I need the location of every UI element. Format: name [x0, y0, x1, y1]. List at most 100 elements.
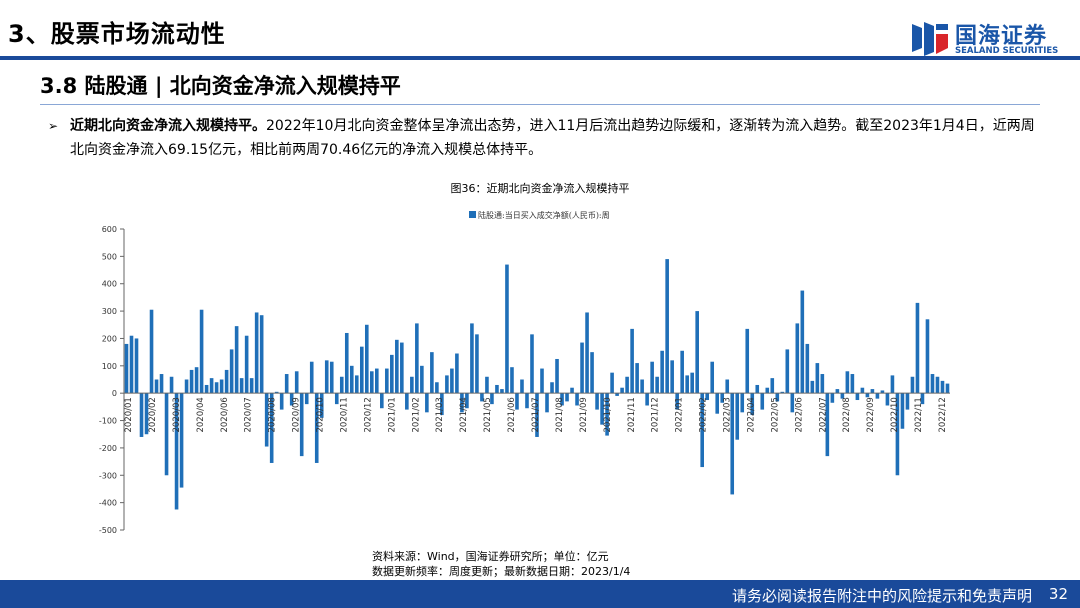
data-bar — [184, 379, 189, 394]
data-bar — [810, 380, 815, 394]
data-bar — [164, 393, 169, 476]
x-tick-label: 2020/03 — [172, 397, 182, 432]
data-bar — [745, 328, 750, 394]
bullet-body-text: 2022年10月北向资金整体呈净流出态势，进入11月后流出趋势边际缓和，逐渐转为… — [70, 118, 1035, 158]
data-bar — [204, 384, 209, 394]
data-bar — [344, 332, 349, 394]
data-bar — [910, 376, 915, 394]
data-bar — [750, 393, 755, 416]
data-bar — [535, 393, 539, 437]
data-bar — [710, 361, 715, 394]
data-bar — [169, 376, 174, 394]
data-bar — [875, 393, 880, 399]
x-tick-label: 2020/04 — [196, 397, 206, 432]
data-bar — [800, 290, 805, 394]
x-tick-label: 2020/11 — [339, 397, 349, 432]
data-bar — [485, 376, 489, 394]
data-bar — [465, 393, 469, 409]
x-tick-label: 2022/11 — [914, 397, 924, 432]
data-bar — [695, 311, 699, 394]
x-tick-label: 2021/08 — [555, 397, 565, 432]
x-tick-label: 2020/07 — [244, 397, 254, 432]
x-tick-label: 2022/03 — [723, 397, 733, 432]
data-bar — [239, 378, 244, 394]
x-tick-label: 2021/12 — [651, 397, 661, 432]
data-bar — [820, 374, 825, 394]
data-bar — [244, 335, 249, 394]
data-bar — [615, 393, 619, 396]
data-bar — [309, 361, 314, 394]
data-bar — [740, 393, 745, 413]
data-bar — [780, 391, 785, 394]
data-bar — [189, 369, 194, 394]
data-bar — [650, 361, 654, 394]
data-bar — [279, 393, 284, 410]
x-tick-label: 2020/08 — [268, 397, 278, 432]
data-bar — [855, 393, 860, 401]
data-bar — [294, 371, 299, 394]
data-bar — [530, 334, 534, 394]
logo-mark-icon — [912, 22, 948, 56]
x-tick-label: 2021/02 — [411, 397, 421, 432]
data-bar — [304, 393, 309, 405]
data-bar — [640, 379, 644, 394]
data-bar — [620, 387, 624, 394]
data-bar — [149, 309, 154, 394]
x-tick-label: 2022/05 — [770, 397, 780, 432]
data-bar — [380, 393, 384, 409]
x-tick-label: 2022/10 — [890, 397, 900, 432]
data-bar — [359, 346, 364, 394]
x-tick-label: 2022/06 — [794, 397, 804, 432]
data-bar — [630, 328, 634, 394]
data-bar — [935, 376, 940, 394]
data-bar — [480, 393, 484, 402]
data-bar — [850, 374, 855, 394]
data-bar — [775, 393, 780, 402]
y-tick-label: 600 — [102, 225, 117, 234]
data-bar — [129, 335, 134, 394]
data-bar — [264, 393, 269, 447]
data-bar — [865, 393, 870, 398]
x-tick-label: 2022/01 — [675, 397, 685, 432]
x-tick-label: 2020/12 — [363, 397, 373, 432]
data-bar — [735, 393, 740, 440]
data-bar — [475, 334, 479, 394]
data-bar — [415, 323, 419, 394]
x-tick-label: 2021/05 — [483, 397, 493, 432]
data-bar — [450, 368, 454, 394]
data-bar — [785, 349, 790, 394]
data-bar — [144, 393, 149, 435]
x-tick-label: 2021/09 — [579, 397, 589, 432]
bullet-paragraph: ➢ 近期北向资金净流入规模持平。2022年10月北向资金整体呈净流出态势，进入1… — [48, 114, 1038, 162]
data-bar — [440, 393, 444, 416]
page-number: 32 — [1048, 585, 1068, 603]
data-bar — [385, 368, 389, 394]
data-bar — [665, 259, 669, 394]
data-bar — [179, 393, 184, 488]
data-bar — [334, 393, 339, 405]
data-bar — [570, 387, 574, 394]
source-note: 资料来源：Wind，国海证券研究所；单位：亿元 数据更新频率：周度更新；最新数据… — [372, 549, 630, 579]
data-bar — [174, 393, 179, 510]
data-bar — [845, 371, 850, 394]
data-bar — [690, 372, 694, 394]
data-bar — [460, 393, 464, 413]
x-tick-label: 2020/10 — [316, 397, 326, 432]
y-tick-label: -100 — [99, 417, 117, 426]
data-bar — [420, 365, 424, 394]
data-bar — [755, 384, 760, 394]
data-bar — [219, 379, 224, 394]
logo-text-en: SEALAND SECURITIES — [955, 46, 1059, 56]
data-bar — [284, 374, 289, 394]
y-tick-label: 300 — [102, 307, 117, 316]
data-bar — [870, 389, 875, 394]
bullet-arrow-icon: ➢ — [48, 119, 59, 133]
bullet-text: 近期北向资金净流入规模持平。2022年10月北向资金整体呈净流出态势，进入11月… — [70, 114, 1038, 162]
data-bar — [339, 376, 344, 394]
legend-swatch — [469, 211, 476, 218]
data-bar — [550, 382, 554, 394]
data-bar — [705, 393, 709, 401]
data-bar — [835, 389, 840, 394]
data-bar — [900, 393, 905, 429]
data-bar — [815, 363, 820, 394]
